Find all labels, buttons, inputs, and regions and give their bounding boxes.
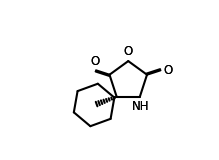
Text: O: O bbox=[163, 64, 172, 77]
Text: NH: NH bbox=[132, 100, 150, 113]
Text: O: O bbox=[124, 45, 133, 58]
Text: NH: NH bbox=[132, 100, 150, 113]
Text: O: O bbox=[163, 64, 172, 77]
Text: O: O bbox=[90, 55, 101, 68]
Text: O: O bbox=[124, 45, 133, 58]
Text: O: O bbox=[163, 64, 173, 77]
Text: O: O bbox=[123, 45, 133, 58]
Text: O: O bbox=[91, 55, 100, 68]
Text: O: O bbox=[91, 55, 100, 68]
Text: NH: NH bbox=[131, 100, 151, 113]
